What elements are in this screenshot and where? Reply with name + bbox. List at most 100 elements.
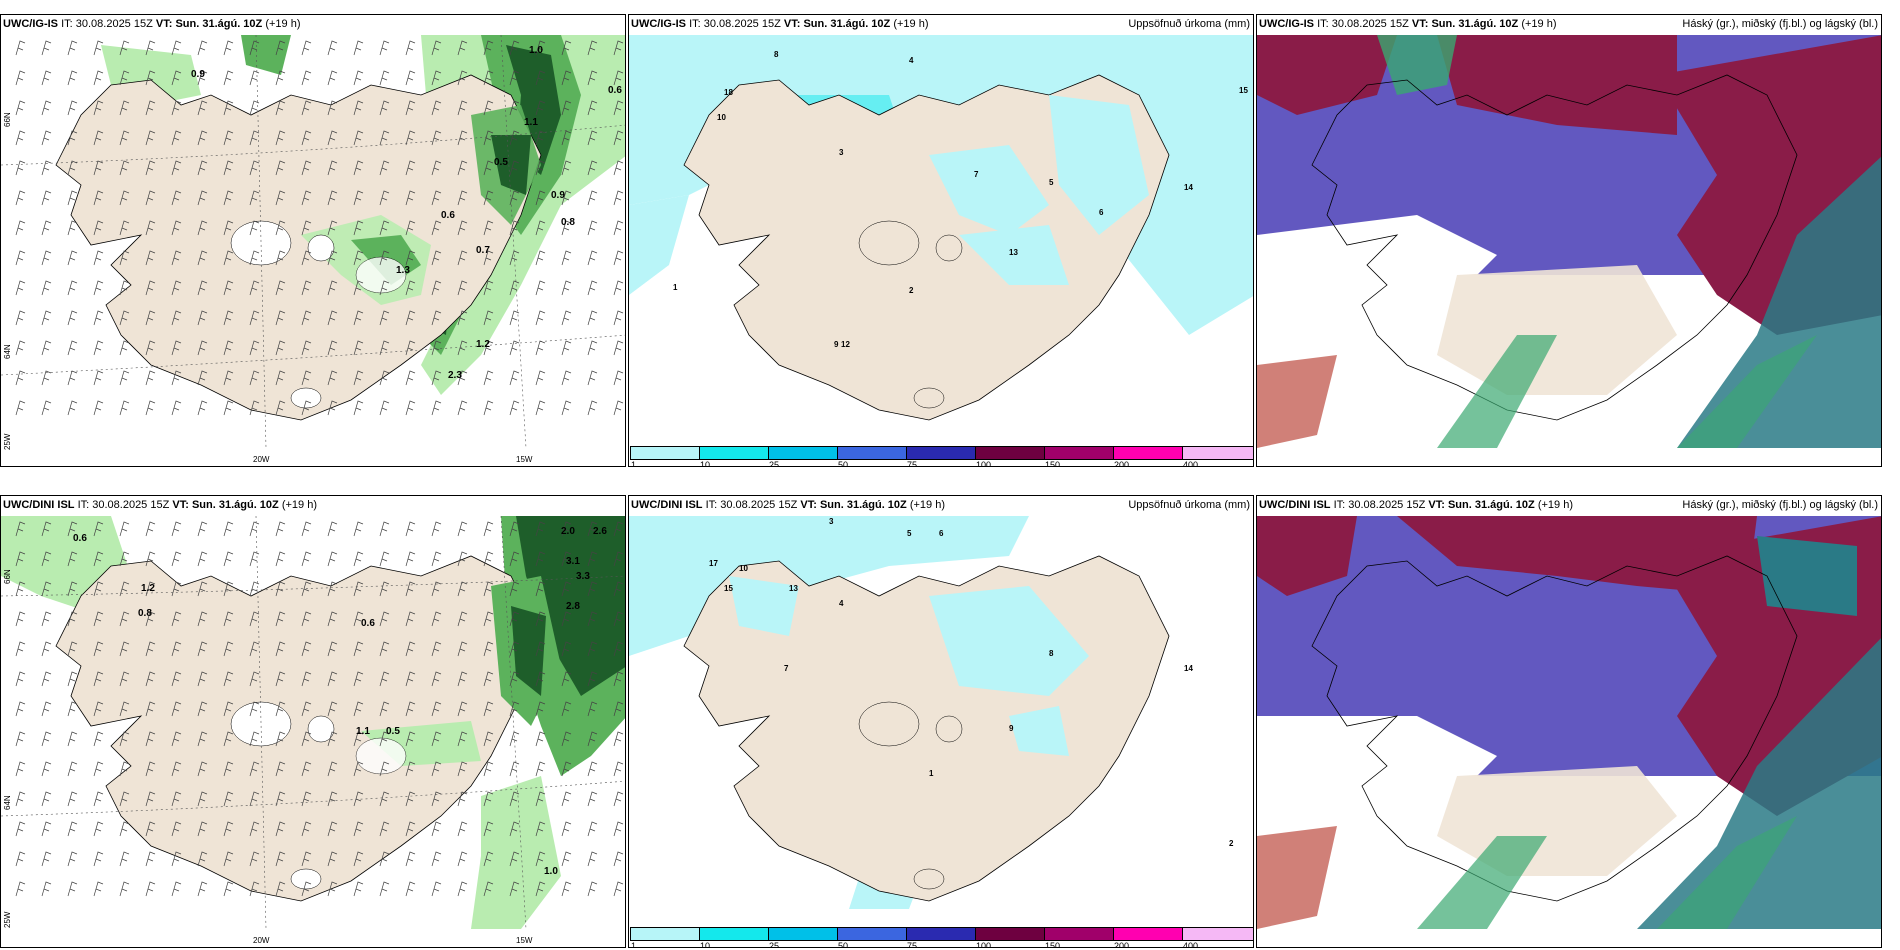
precip-value: 12 <box>841 340 850 349</box>
precip-value: 7 <box>784 664 789 673</box>
panel-title: UWC/DINI ISL IT: 30.08.2025 15Z VT: Sun.… <box>631 499 945 511</box>
cloud-panel-row2: UWC/DINI ISL IT: 30.08.2025 15Z VT: Sun.… <box>1256 495 1882 948</box>
lon-label-left: 25W <box>3 911 12 928</box>
wind-value: 0.8 <box>561 217 575 228</box>
panel-title: UWC/IG-IS IT: 30.08.2025 15Z VT: Sun. 31… <box>3 18 301 30</box>
wind-value: 2.8 <box>566 601 580 612</box>
lat-label: 66N <box>3 569 12 584</box>
colorbar-tick: 10 <box>700 460 711 467</box>
wind-value: 0.6 <box>441 210 455 221</box>
precip-value: 8 <box>1049 649 1054 658</box>
colorbar-tick: 50 <box>838 460 849 467</box>
colorbar-tick: 200 <box>1114 941 1130 948</box>
wind-value: 3.3 <box>576 571 590 582</box>
cloud-title: Háský (gr.), miðský (fj.bl.) og lágský (… <box>1682 18 1878 30</box>
precip-value: 6 <box>939 529 944 538</box>
lat-label: 64N <box>3 795 12 810</box>
lon-label-left: 25W <box>3 433 12 450</box>
wind-map: 1.0 0.9 0.6 0.6 0.7 0.5 1.1 0.8 1.3 1.2 … <box>1 35 625 448</box>
colorbar-tick: 100 <box>976 460 992 467</box>
cloud-map <box>1257 516 1881 929</box>
wind-value: 0.8 <box>138 608 152 619</box>
precip-title: Uppsöfnuð úrkoma (mm) <box>1128 499 1250 511</box>
precip-value: 13 <box>1009 248 1018 257</box>
wind-value: 2.6 <box>593 526 607 537</box>
precip-value: 8 <box>774 50 779 59</box>
precip-colorbar: 1 10 25 50 75 100 150 200 400 <box>629 927 1253 948</box>
colorbar-tick: 400 <box>1183 460 1199 467</box>
wind-value: 0.6 <box>361 618 375 629</box>
lat-label: 66N <box>3 112 12 127</box>
wind-value: 1.1 <box>524 117 538 128</box>
precip-value: 3 <box>829 517 834 526</box>
precip-value: 1 <box>929 769 934 778</box>
wind-value: 0.5 <box>494 157 508 168</box>
precip-value: 1 <box>673 283 678 292</box>
precip-title: Uppsöfnuð úrkoma (mm) <box>1128 18 1250 30</box>
panel-title: UWC/IG-IS IT: 30.08.2025 15Z VT: Sun. 31… <box>1259 18 1557 30</box>
lon-label: 20W <box>253 936 270 945</box>
precip-value: 2 <box>909 286 914 295</box>
colorbar-tick: 1 <box>631 941 637 948</box>
cloud-panel-row1: UWC/IG-IS IT: 30.08.2025 15Z VT: Sun. 31… <box>1256 14 1882 467</box>
lon-label: 15W <box>516 936 533 945</box>
colorbar-tick: 25 <box>769 460 780 467</box>
panel-title: UWC/DINI ISL IT: 30.08.2025 15Z VT: Sun.… <box>1259 499 1573 511</box>
wind-value: 0.6 <box>608 85 622 96</box>
precip-value: 15 <box>724 584 733 593</box>
lon-label: 20W <box>253 455 270 464</box>
colorbar-tick: 100 <box>976 941 992 948</box>
precip-value: 10 <box>739 564 748 573</box>
precip-value: 9 <box>1009 724 1014 733</box>
cloud-title: Háský (gr.), miðský (fj.bl.) og lágský (… <box>1682 499 1878 511</box>
precip-colorbar: 1 10 25 50 75 100 150 200 400 <box>629 446 1253 467</box>
colorbar-tick: 75 <box>907 460 918 467</box>
wind-value: 3.1 <box>566 556 580 567</box>
precip-panel-row2: UWC/DINI ISL IT: 30.08.2025 15Z VT: Sun.… <box>628 495 1254 948</box>
colorbar-tick: 50 <box>838 941 849 948</box>
colorbar-tick: 1 <box>631 460 637 467</box>
precip-value: 5 <box>907 529 912 538</box>
wind-value: 2.0 <box>561 526 575 537</box>
wind-value: 1.3 <box>396 265 410 276</box>
precip-panel-row1: UWC/IG-IS IT: 30.08.2025 15Z VT: Sun. 31… <box>628 14 1254 467</box>
precip-value: 14 <box>1184 183 1193 192</box>
precip-value: 13 <box>789 584 798 593</box>
panel-title: UWC/DINI ISL IT: 30.08.2025 15Z VT: Sun.… <box>3 499 317 511</box>
precip-value: 9 <box>834 340 839 349</box>
wind-value: 0.9 <box>551 190 565 201</box>
colorbar-tick: 10 <box>700 941 711 948</box>
colorbar-tick: 150 <box>1045 941 1061 948</box>
wind-value: 1.2 <box>141 583 155 594</box>
precip-value: 4 <box>909 56 914 65</box>
precip-value: 7 <box>974 170 979 179</box>
precip-value: 10 <box>717 113 726 122</box>
wind-value: 0.6 <box>73 533 87 544</box>
precip-map: 3 5 6 15 17 10 13 4 7 9 1 8 14 2 <box>629 516 1253 909</box>
precip-value: 4 <box>839 599 844 608</box>
colorbar-tick: 200 <box>1114 460 1130 467</box>
lon-label: 15W <box>516 455 533 464</box>
precip-value: 6 <box>1099 208 1104 217</box>
panel-title: UWC/IG-IS IT: 30.08.2025 15Z VT: Sun. 31… <box>631 18 929 30</box>
colorbar-tick: 150 <box>1045 460 1061 467</box>
precip-map: 8 4 18 10 3 7 5 6 13 2 1 9 14 12 15 <box>629 35 1253 428</box>
wind-value: 1.2 <box>476 339 490 350</box>
wind-value: 0.5 <box>386 726 400 737</box>
wind-precip-panel-row1: UWC/IG-IS IT: 30.08.2025 15Z VT: Sun. 31… <box>0 14 626 467</box>
wind-value: 2.3 <box>448 370 462 381</box>
wind-value: 1.0 <box>529 45 543 56</box>
precip-value: 14 <box>1184 664 1193 673</box>
precip-value: 5 <box>1049 178 1054 187</box>
precip-value: 15 <box>1239 86 1248 95</box>
wind-value: 0.9 <box>191 69 205 80</box>
lat-label: 64N <box>3 344 12 359</box>
wind-value: 1.1 <box>356 726 370 737</box>
precip-value: 18 <box>724 88 733 97</box>
colorbar-tick: 75 <box>907 941 918 948</box>
precip-value: 2 <box>1229 839 1234 848</box>
precip-value: 17 <box>709 559 718 568</box>
colorbar-tick: 25 <box>769 941 780 948</box>
precip-value: 3 <box>839 148 844 157</box>
cloud-map <box>1257 35 1881 448</box>
